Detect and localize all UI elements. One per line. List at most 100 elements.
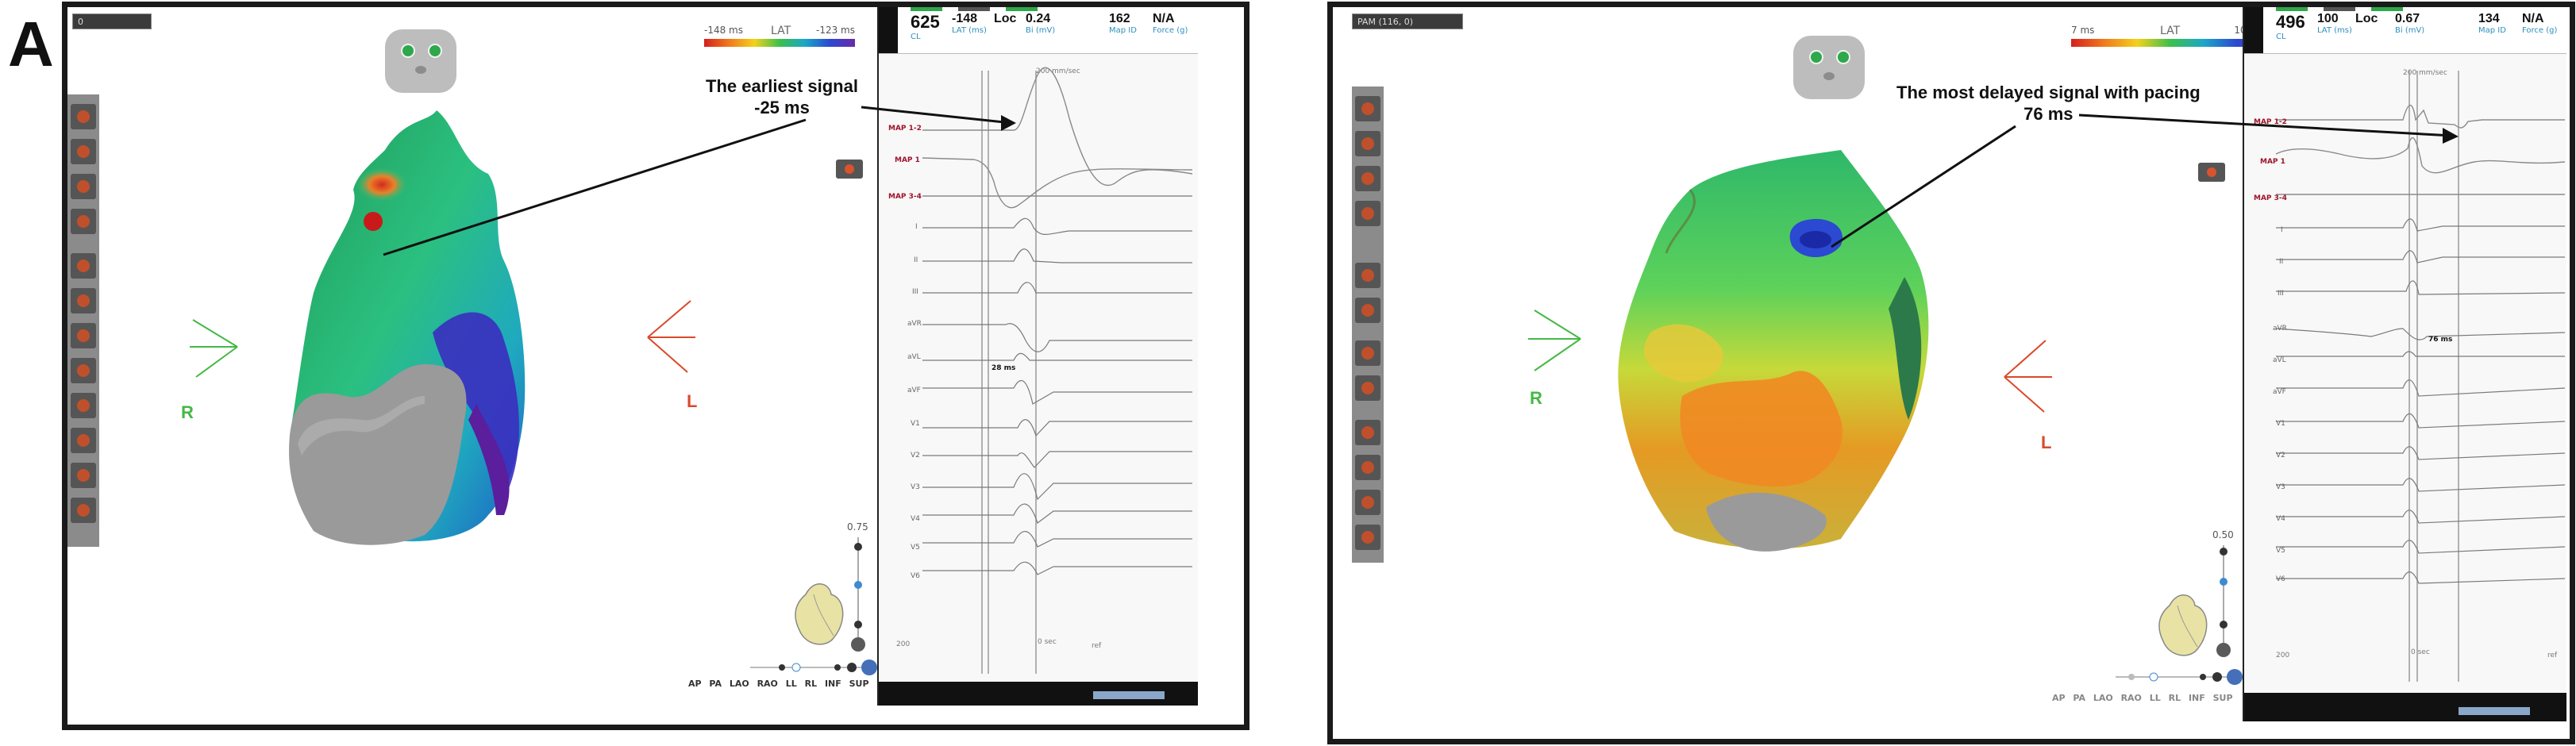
view-lao-button[interactable]: LAO bbox=[729, 679, 749, 689]
ecg-traces bbox=[922, 67, 1193, 674]
toolbar-button[interactable] bbox=[1355, 131, 1380, 156]
toolbar-button[interactable] bbox=[1355, 201, 1380, 226]
lead-label: aVL bbox=[907, 353, 921, 361]
toolbar-button[interactable] bbox=[71, 323, 96, 348]
view-ap-button[interactable]: AP bbox=[2052, 693, 2066, 703]
lead-label: V5 bbox=[911, 544, 920, 552]
lead-label: MAP 3-4 bbox=[2254, 194, 2287, 202]
view-rl-button[interactable]: RL bbox=[2168, 693, 2181, 703]
anatomical-3d-map[interactable] bbox=[266, 102, 679, 579]
lead-label: V2 bbox=[2276, 452, 2285, 460]
lead-label: II bbox=[914, 256, 918, 264]
orientation-right-label: R bbox=[181, 402, 194, 422]
view-buttons[interactable]: AP PA LAO RAO LL RL INF SUP bbox=[2052, 693, 2233, 703]
toolbar-button[interactable] bbox=[71, 498, 96, 523]
annotation-callout: The earliest signal -25 ms bbox=[706, 75, 858, 118]
annotation-line-2: 76 ms bbox=[2023, 104, 2074, 124]
lat-colorbar: -148 ms LAT -123 ms bbox=[704, 25, 855, 56]
lead-label: V6 bbox=[2276, 575, 2285, 583]
view-sup-button[interactable]: SUP bbox=[2212, 693, 2233, 703]
ecg-side-button[interactable] bbox=[2198, 163, 2225, 182]
view-sup-button[interactable]: SUP bbox=[849, 679, 869, 689]
opacity-slider[interactable] bbox=[850, 537, 866, 664]
view-slider[interactable] bbox=[2116, 666, 2243, 690]
lead-label: V3 bbox=[911, 483, 920, 491]
ecg-scrollbar-thumb[interactable] bbox=[2459, 707, 2530, 715]
toolbar-button[interactable] bbox=[1355, 298, 1380, 323]
map-tool-icon bbox=[77, 260, 90, 272]
toolbar-button[interactable] bbox=[71, 139, 96, 164]
map-tool-icon bbox=[1361, 269, 1374, 282]
interval-measurement-label: 76 ms bbox=[2428, 336, 2453, 344]
map-tool-icon bbox=[1361, 102, 1374, 115]
ecg-footer-tick: 0 sec bbox=[1038, 638, 1057, 646]
ecg-side-button[interactable] bbox=[836, 160, 863, 179]
toolbar-button[interactable] bbox=[1355, 166, 1380, 191]
lead-label: aVR bbox=[907, 320, 922, 328]
map-tool-icon bbox=[77, 469, 90, 482]
anatomical-3d-map[interactable] bbox=[1603, 134, 1968, 579]
toolbar-button[interactable] bbox=[71, 104, 96, 129]
lead-label: MAP 3-4 bbox=[888, 193, 922, 201]
toolbar-button[interactable] bbox=[71, 288, 96, 313]
map-tool-icon bbox=[1361, 207, 1374, 220]
toolbar-button[interactable] bbox=[71, 253, 96, 279]
toolbar-button[interactable] bbox=[1355, 525, 1380, 550]
patient-orientation-head-icon bbox=[385, 29, 456, 93]
toolbar-button[interactable] bbox=[71, 209, 96, 234]
toolbar-button[interactable] bbox=[1355, 420, 1380, 445]
toolbar-button[interactable] bbox=[1355, 263, 1380, 288]
toolbar-button[interactable] bbox=[1355, 340, 1380, 366]
view-buttons[interactable]: AP PA LAO RAO LL RL INF SUP bbox=[688, 679, 869, 689]
ecg-footer-tick: 200 bbox=[2276, 652, 2290, 659]
view-ap-button[interactable]: AP bbox=[688, 679, 702, 689]
lead-label: V6 bbox=[911, 572, 920, 580]
view-rao-button[interactable]: RAO bbox=[757, 679, 778, 689]
map-tool-icon bbox=[77, 434, 90, 447]
toolbar-button[interactable] bbox=[71, 393, 96, 418]
annotation-line-1: The earliest signal bbox=[706, 76, 858, 96]
toolbar-button[interactable] bbox=[1355, 96, 1380, 121]
view-ll-button[interactable]: LL bbox=[785, 679, 797, 689]
cl-stat: 496 CL bbox=[2276, 12, 2305, 41]
ecg-footer-tick: 200 bbox=[896, 640, 911, 648]
lead-label: MAP 1-2 bbox=[2254, 118, 2287, 126]
heart-orientation-icon[interactable] bbox=[790, 579, 853, 650]
view-rao-button[interactable]: RAO bbox=[2120, 693, 2142, 703]
map-selector-dropdown[interactable]: 0 bbox=[72, 13, 152, 29]
toolbar-button[interactable] bbox=[1355, 375, 1380, 401]
toolbar-button[interactable] bbox=[1355, 490, 1380, 515]
toolbar-button[interactable] bbox=[1355, 455, 1380, 480]
toolbar-button[interactable] bbox=[71, 463, 96, 488]
view-inf-button[interactable]: INF bbox=[2188, 693, 2205, 703]
lead-label: V2 bbox=[911, 452, 920, 460]
loc-stat: Loc bbox=[2355, 12, 2378, 25]
view-inf-button[interactable]: INF bbox=[824, 679, 841, 689]
lead-label: aVL bbox=[2273, 356, 2286, 364]
view-pa-button[interactable]: PA bbox=[709, 679, 722, 689]
view-slider[interactable] bbox=[750, 656, 877, 680]
toolbar-button[interactable] bbox=[71, 358, 96, 383]
toolbar-button[interactable] bbox=[71, 174, 96, 199]
map-selector-dropdown[interactable]: PAM (116, 0) bbox=[1352, 13, 1463, 29]
map-tool-icon bbox=[1361, 347, 1374, 360]
view-lao-button[interactable]: LAO bbox=[2093, 693, 2113, 703]
ecg-footer-tick: ref bbox=[1092, 642, 1102, 650]
map-tool-icon bbox=[77, 329, 90, 342]
map-tool-icon bbox=[77, 294, 90, 307]
opacity-value: 0.50 bbox=[2212, 529, 2234, 540]
colorbar-max-label: -123 ms bbox=[816, 25, 855, 36]
orientation-left-label: L bbox=[2041, 433, 2052, 452]
view-rl-button[interactable]: RL bbox=[804, 679, 818, 689]
ecg-scrollbar-thumb[interactable] bbox=[1093, 691, 1165, 699]
annotation-callout: The most delayed signal with pacing 76 m… bbox=[1896, 82, 2201, 125]
heart-orientation-icon[interactable] bbox=[2154, 590, 2217, 661]
lead-label: II bbox=[2279, 258, 2284, 266]
opacity-slider[interactable] bbox=[2216, 545, 2231, 672]
view-ll-button[interactable]: LL bbox=[2149, 693, 2161, 703]
view-pa-button[interactable]: PA bbox=[2073, 693, 2085, 703]
toolbar-button[interactable] bbox=[71, 428, 96, 453]
lead-label: V4 bbox=[2276, 515, 2285, 523]
map-tool-icon bbox=[1361, 382, 1374, 394]
map-tool-icon bbox=[1361, 137, 1374, 150]
